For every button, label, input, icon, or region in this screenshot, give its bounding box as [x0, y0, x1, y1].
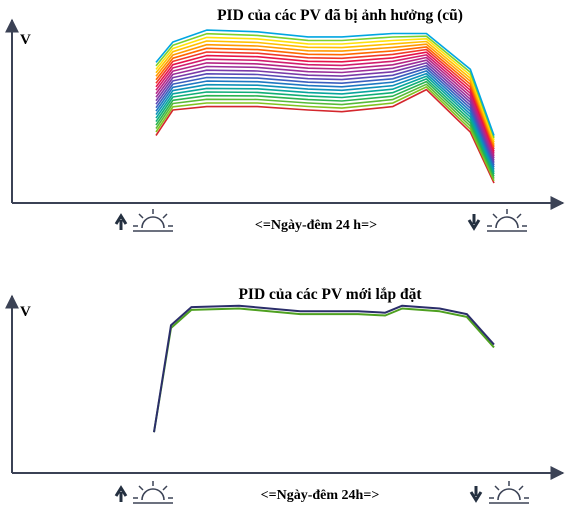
chart1-series-line	[155, 46, 495, 148]
chart1-series-line	[155, 86, 495, 182]
chart1-series-line	[155, 40, 495, 143]
chart2-y-label: V	[20, 304, 31, 320]
chart2-series-line	[153, 304, 495, 433]
chart2-sunrise-marker	[114, 481, 173, 504]
chart1-series-line	[155, 32, 495, 139]
down-arrow-icon	[467, 214, 481, 231]
chart1-series-line	[155, 48, 495, 150]
chart1-series-line	[155, 70, 495, 168]
up-arrow-icon	[114, 485, 128, 502]
chart2-series-line	[153, 307, 495, 433]
chart1-series-line	[155, 43, 495, 145]
chart1-series-line	[155, 62, 495, 161]
up-arrow-icon	[114, 213, 128, 230]
chart1-series-line	[155, 54, 495, 154]
chart1-y-label: V	[20, 32, 31, 48]
chart1-series-line	[155, 83, 495, 179]
chart1-series-line	[155, 51, 495, 152]
chart1-series-line	[155, 78, 495, 175]
chart1-series-group	[155, 29, 495, 184]
sunrise-icon	[133, 481, 173, 504]
chart1-series-line	[155, 64, 495, 164]
chart2-series-group	[153, 304, 495, 433]
chart1-sunset-marker	[467, 209, 527, 232]
chart2-x-label: <=Ngày-đêm 24h=>	[261, 488, 380, 503]
chart1-series-line	[155, 72, 495, 170]
chart1-series-line	[155, 75, 495, 173]
chart2-title: PID của các PV mới lắp đặt	[238, 286, 422, 303]
sunset-icon	[487, 209, 527, 232]
chart1-series-line	[155, 88, 495, 184]
down-arrow-icon	[469, 486, 483, 503]
sunset-icon	[489, 481, 529, 504]
chart1-x-label: <=Ngày-đêm 24 h=>	[255, 218, 377, 233]
chart1-title: PID của các PV đã bị ảnh hưởng (cũ)	[217, 7, 463, 24]
chart1-series-line	[155, 29, 495, 136]
chart1-series-line	[155, 56, 495, 157]
chart1-sunrise-marker	[114, 209, 173, 232]
chart2-sunset-marker	[469, 481, 529, 504]
chart1-series-line	[155, 67, 495, 166]
chart1-series-line	[155, 80, 495, 177]
chart1-series-line	[155, 59, 495, 159]
chart-new-pv: PID của các PV mới lắp đặt V <=Ngày-đêm …	[4, 286, 565, 504]
chart1-series-line	[155, 36, 495, 141]
sunrise-icon	[133, 209, 173, 232]
chart-affected-pv: PID của các PV đã bị ảnh hưởng (cũ) V <=…	[4, 7, 565, 233]
